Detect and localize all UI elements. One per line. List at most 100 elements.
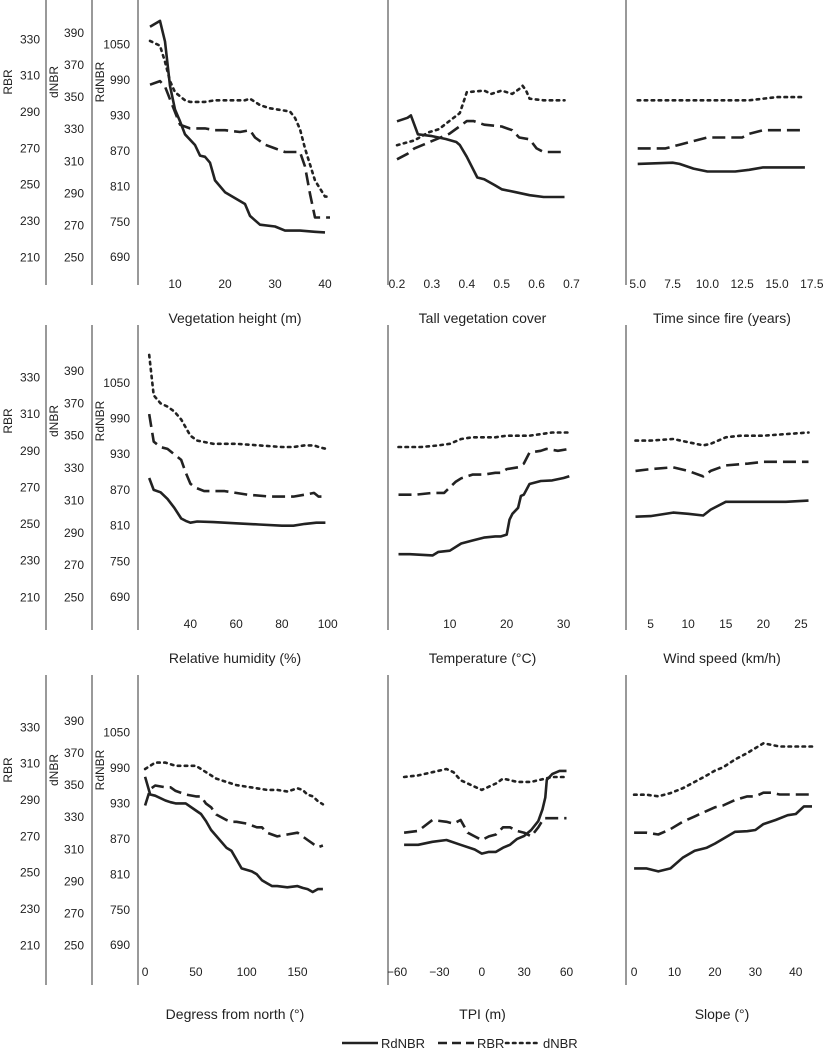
rdnbr-tick-label: 690: [110, 938, 130, 952]
x-tick-label: 0.7: [563, 277, 580, 291]
x-tick-label: 5.0: [629, 277, 646, 291]
x-tick-label: 40: [318, 277, 332, 291]
rbr-axis-label: RBR: [1, 69, 15, 95]
x-tick-label: 7.5: [664, 277, 681, 291]
x-tick-label: 150: [287, 965, 307, 979]
series-line-rdnbr: [147, 477, 326, 527]
rdnbr-tick-label: 1050: [103, 726, 130, 740]
dnbr-axis-label: dNBR: [47, 405, 61, 437]
x-axis-label: Time since fire (years): [653, 310, 791, 326]
x-tick-label: 30: [749, 965, 763, 979]
x-tick-label: 10: [681, 617, 695, 631]
rdnbr-tick-label: 810: [110, 519, 130, 533]
rdnbr-tick-label: 1050: [103, 376, 130, 390]
x-tick-label: 20: [218, 277, 232, 291]
legend: RdNBR RBR dNBR: [342, 1036, 578, 1051]
series-line-rdnbr: [404, 769, 567, 855]
rbr-tick-label: 230: [20, 214, 40, 228]
dnbr-tick-label: 390: [64, 26, 84, 40]
panel-time-since-fire: 5.0 7.5 10.0 12.5 15.0 17.5 Time since fire (y…: [625, 0, 824, 326]
x-tick-label: 20: [708, 965, 722, 979]
x-tick-label: 100: [237, 965, 257, 979]
x-tick-label: 40: [789, 965, 803, 979]
x-tick-label: 80: [275, 617, 289, 631]
dnbr-tick-label: 250: [64, 251, 84, 265]
dnbr-tick-label: 290: [64, 186, 84, 200]
x-tick-label: 30: [517, 965, 531, 979]
x-tick-label: 100: [318, 617, 338, 631]
rbr-tick-label: 230: [20, 902, 40, 916]
left-axes-row-1: 210 230 250 270 290 310 330 RBR 250 270 290 310 330 3…: [1, 0, 139, 285]
series-line-rbr: [637, 128, 805, 150]
x-tick-label: 30: [557, 617, 571, 631]
x-tick-label: −60: [387, 965, 408, 979]
x-tick-label: −30: [429, 965, 450, 979]
dnbr-tick-label: 270: [64, 906, 84, 920]
x-axis-label: Relative humidity (%): [169, 650, 301, 666]
x-axis-label: TPI (m): [459, 1006, 506, 1022]
x-axis-label: Slope (°): [695, 1006, 750, 1022]
series-line-rdnbr: [396, 114, 565, 199]
dnbr-tick-label: 290: [64, 874, 84, 888]
rdnbr-tick-label: 750: [110, 215, 130, 229]
panel-degrees-from-north: 0 50 100 150 Degress from north (°): [142, 761, 325, 1022]
series-line-rbr: [147, 413, 326, 498]
series-line-rbr: [403, 816, 567, 842]
rdnbr-tick-label: 690: [110, 250, 130, 264]
panel-tall-vegetation-cover: 0.2 0.3 0.4 0.5 0.6 0.7 Tall vegetation cover: [387, 0, 580, 326]
series-line-rbr: [143, 784, 324, 849]
rbr-tick-label: 330: [20, 370, 40, 384]
rbr-tick-label: 310: [20, 407, 40, 421]
rdnbr-axis-label: RdNBR: [93, 400, 107, 441]
legend-label-rdnbr: RdNBR: [381, 1036, 425, 1051]
rdnbr-tick-label: 750: [110, 903, 130, 917]
series-line-dnbr: [402, 767, 568, 792]
rdnbr-axis-label: RdNBR: [93, 749, 107, 790]
dnbr-tick-label: 330: [64, 461, 84, 475]
x-tick-label: 0: [142, 965, 149, 979]
rbr-tick-label: 310: [20, 757, 40, 771]
series-line-dnbr: [395, 84, 566, 147]
series-line-rdnbr: [398, 474, 570, 557]
x-tick-label: 20: [757, 617, 771, 631]
x-tick-label: 0.2: [389, 277, 406, 291]
series-line-dnbr: [632, 742, 814, 798]
dnbr-tick-label: 330: [64, 122, 84, 136]
left-axes-row-2: 210 230 250 270 290 310 330 RBR 250 270 290 310 330 3…: [1, 325, 139, 630]
dnbr-tick-label: 270: [64, 218, 84, 232]
rbr-tick-label: 250: [20, 866, 40, 880]
legend-label-dnbr: dNBR: [543, 1036, 578, 1051]
rbr-tick-label: 290: [20, 444, 40, 458]
rdnbr-axis-label: RdNBR: [93, 61, 107, 102]
series-line-rbr: [149, 79, 330, 219]
rbr-tick-label: 270: [20, 141, 40, 155]
x-tick-label: 0.5: [493, 277, 510, 291]
x-axis-label: Tall vegetation cover: [419, 310, 547, 326]
rdnbr-tick-label: 750: [110, 554, 130, 568]
rdnbr-tick-label: 810: [110, 179, 130, 193]
series-line-rbr: [635, 460, 809, 478]
x-tick-label: 10: [668, 965, 682, 979]
panel-tpi: −60 −30 0 30 60 TPI (m): [387, 675, 574, 1022]
series-line-dnbr: [636, 95, 807, 102]
series-line-rdnbr: [143, 776, 323, 894]
panel-relative-humidity: 40 60 80 100 Relative humidity (%): [147, 353, 338, 666]
rbr-tick-label: 290: [20, 105, 40, 119]
series-line-rdnbr: [635, 499, 809, 518]
dnbr-tick-label: 370: [64, 58, 84, 72]
rbr-axis-label: RBR: [1, 408, 15, 434]
x-tick-label: 10: [443, 617, 457, 631]
series-line-rbr: [398, 447, 570, 496]
rdnbr-tick-label: 870: [110, 832, 130, 846]
panel-wind-speed: 5 10 15 20 25 Wind speed (km/h): [625, 325, 810, 666]
x-axis-label: Vegetation height (m): [168, 310, 301, 326]
rdnbr-tick-label: 990: [110, 411, 130, 425]
series-line-rbr: [634, 791, 812, 836]
x-axis-label: Degress from north (°): [166, 1006, 305, 1022]
x-tick-label: 12.5: [731, 277, 755, 291]
rbr-tick-label: 310: [20, 69, 40, 83]
rdnbr-tick-label: 930: [110, 108, 130, 122]
x-tick-label: 20: [500, 617, 514, 631]
dnbr-tick-label: 390: [64, 714, 84, 728]
dnbr-tick-label: 350: [64, 778, 84, 792]
